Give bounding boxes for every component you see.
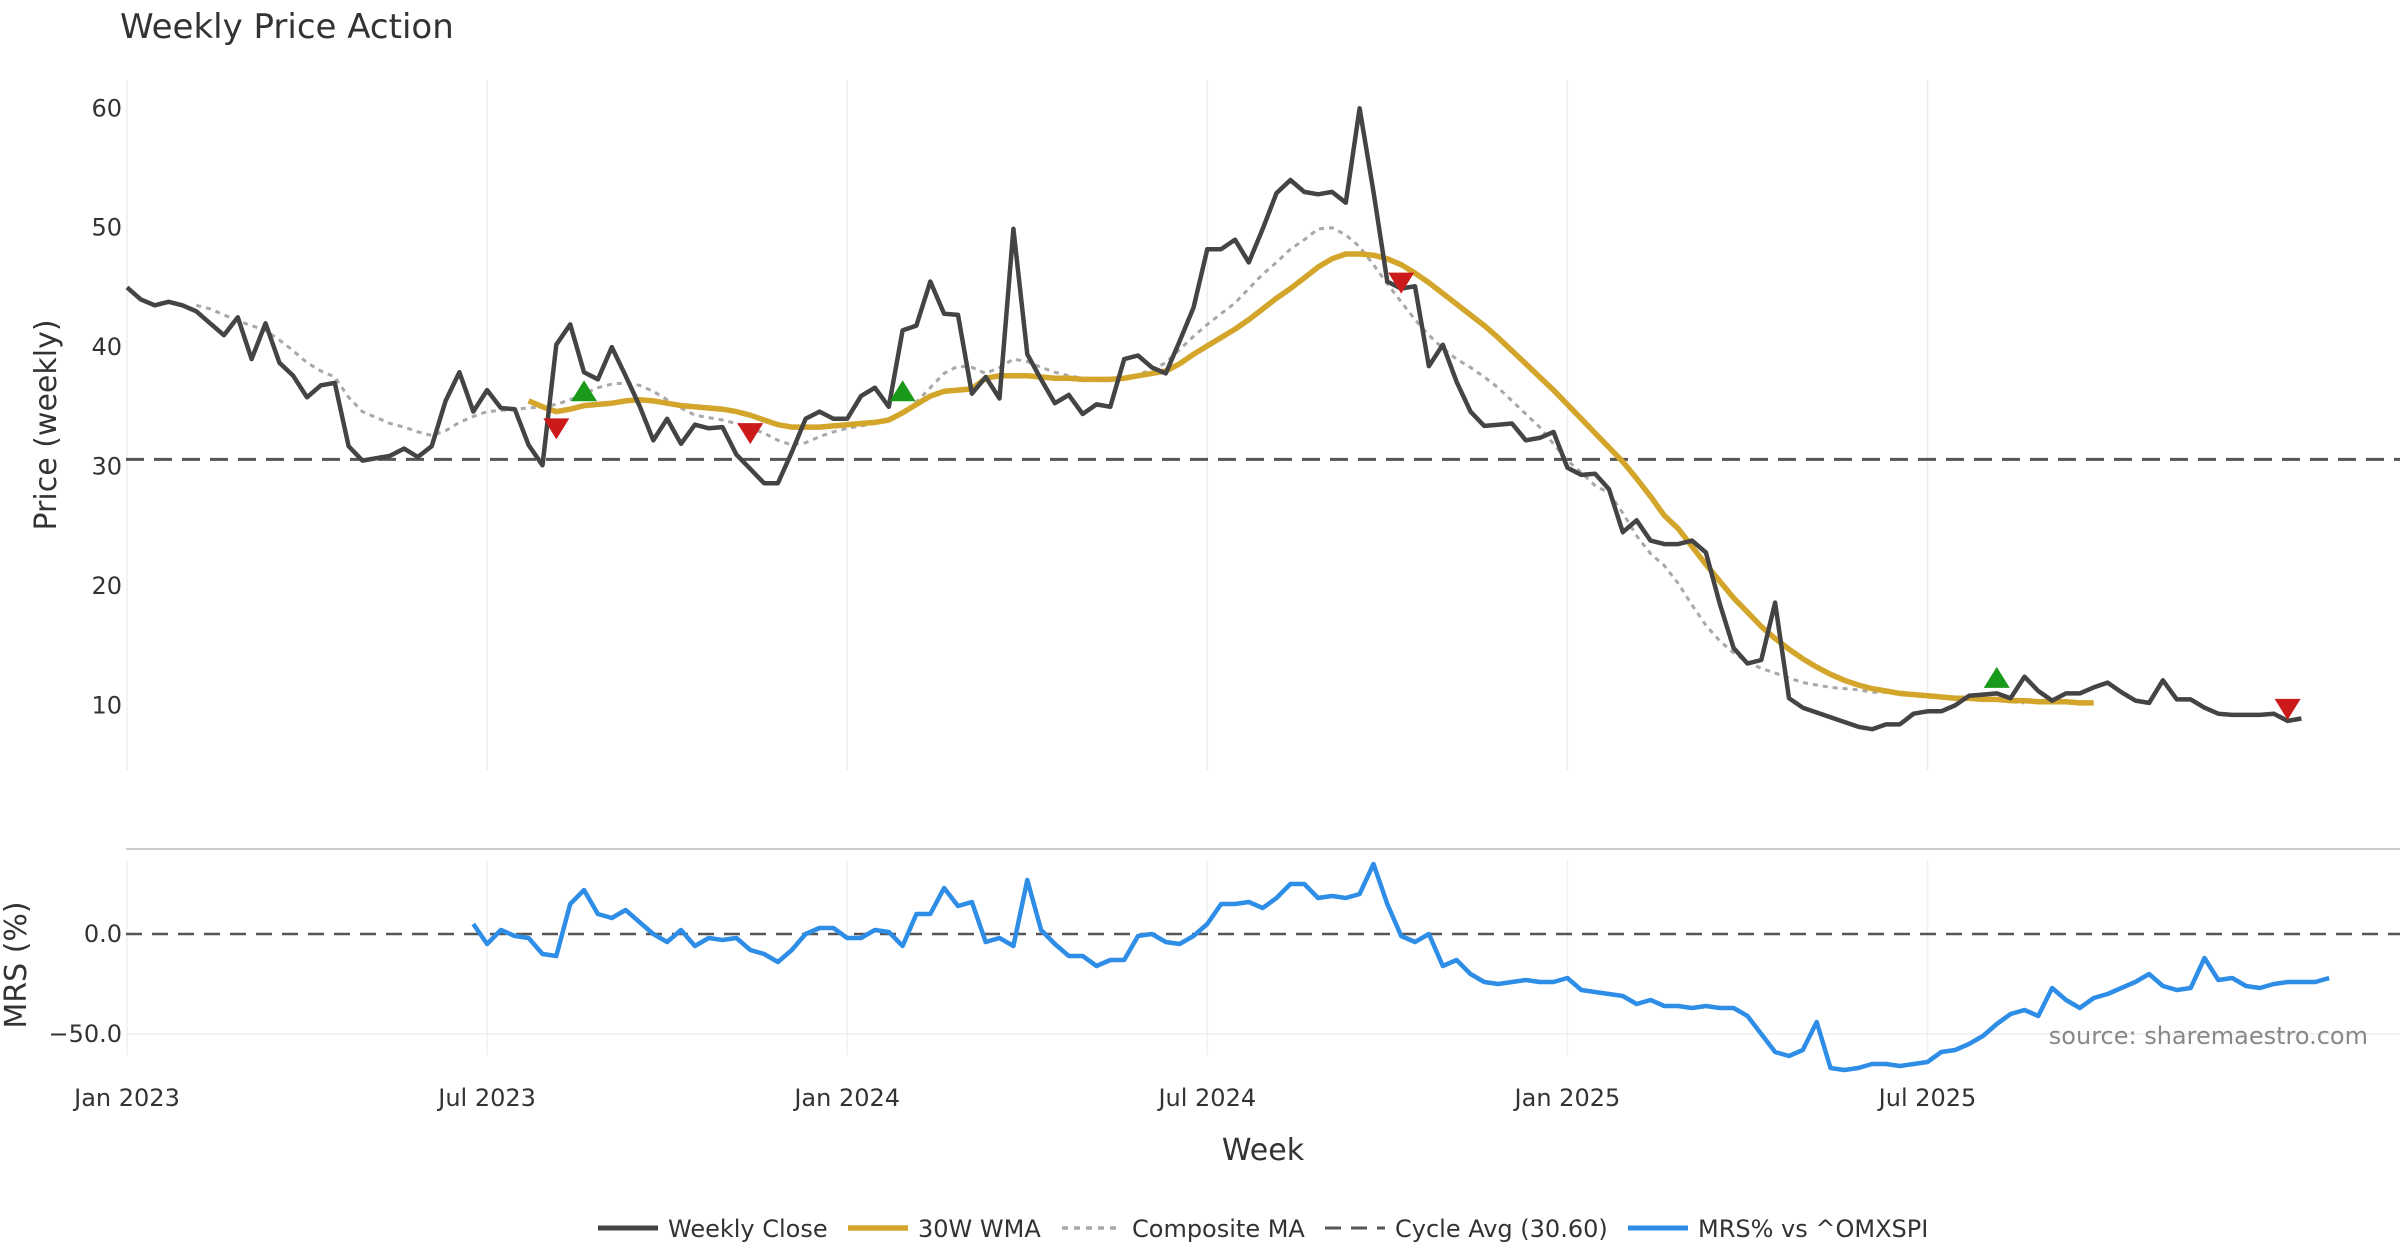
x-tick: Jul 2025	[1877, 1084, 1977, 1112]
composite-ma-line	[195, 226, 2025, 705]
price-y-tick: 40	[91, 333, 122, 361]
source-note: source: sharemaestro.com	[2049, 1022, 2368, 1050]
x-tick: Jan 2025	[1513, 1084, 1621, 1112]
mrs-y-tick: −50.0	[48, 1020, 122, 1048]
buy-signal-marker	[571, 380, 598, 402]
price-y-tick: 30	[91, 453, 122, 481]
mrs-y-axis-label: MRS (%)	[0, 901, 34, 1028]
legend-label: 30W WMA	[918, 1215, 1041, 1243]
x-tick: Jul 2024	[1156, 1084, 1256, 1112]
price-y-tick: 10	[91, 691, 122, 719]
mrs-line	[471, 861, 2330, 1073]
x-axis-ticks: Jan 2023 Jul 2023 Jan 2024 Jul 2024 Jan 2025…	[72, 1084, 1976, 1112]
price-gridlines	[126, 80, 1929, 770]
legend-label: Cycle Avg (30.60)	[1395, 1215, 1608, 1243]
sell-signal-marker	[543, 418, 570, 440]
sell-signal-marker	[737, 423, 764, 445]
legend-label: Composite MA	[1132, 1215, 1305, 1243]
legend-label: Weekly Close	[668, 1215, 828, 1243]
mrs-y-tick: 0.0	[84, 920, 122, 948]
x-tick: Jul 2023	[436, 1084, 536, 1112]
price-y-ticks: 10 20 30 40 50 60	[91, 94, 122, 719]
sell-signal-marker	[1388, 272, 1415, 294]
signal-markers	[543, 272, 2301, 720]
legend-label: MRS% vs ^OMXSPI	[1698, 1215, 1928, 1243]
legend: Weekly Close 30W WMA Composite MA Cycle Avg…	[598, 1215, 1928, 1243]
mrs-gridlines	[126, 860, 2400, 1055]
chart-title: Weekly Price Action	[120, 7, 454, 47]
wma-line	[527, 251, 2094, 706]
mrs-y-ticks: 0.0 −50.0	[48, 920, 122, 1048]
weekly-close-line	[125, 106, 2302, 732]
price-y-tick: 50	[91, 214, 122, 242]
buy-signal-marker	[1983, 666, 2010, 688]
x-axis-label: Week	[1222, 1133, 1305, 1168]
buy-signal-marker	[889, 380, 916, 402]
sell-signal-marker	[2274, 698, 2301, 720]
x-tick: Jan 2024	[792, 1084, 900, 1112]
price-y-tick: 20	[91, 572, 122, 600]
price-y-tick: 60	[91, 94, 122, 122]
x-tick: Jan 2023	[72, 1084, 180, 1112]
price-y-axis-label: Price (weekly)	[29, 319, 64, 530]
